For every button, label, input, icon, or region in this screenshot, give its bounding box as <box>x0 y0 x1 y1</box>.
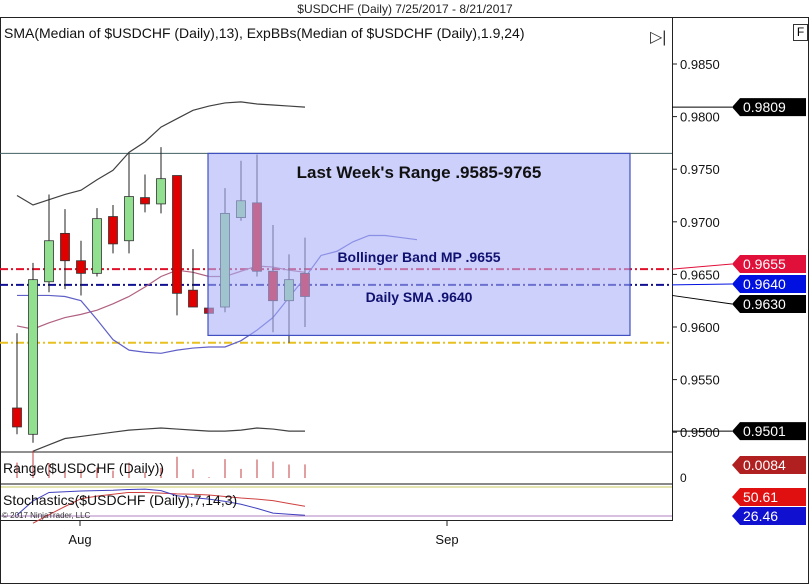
y-tick-label: 0.9500 <box>680 425 720 440</box>
copyright: © 2017 NinjaTrader, LLC <box>2 511 91 520</box>
stoch-d-tag-text: 50.61 <box>743 489 778 505</box>
x-tick-label: Aug <box>68 532 91 547</box>
outer-frame <box>0 17 809 584</box>
candle-body <box>188 289 198 308</box>
y-tick-label: 0.9700 <box>680 215 720 230</box>
candle-body <box>28 279 38 435</box>
y-tick-label: 0.9600 <box>680 320 720 335</box>
candle-body <box>124 196 134 242</box>
stoch-k-line <box>16 488 306 516</box>
price-tag <box>732 422 806 441</box>
price-tag-text: 0.9630 <box>743 296 786 312</box>
price-tag-text: 0.9501 <box>743 423 786 439</box>
y-tick-label: 0.9800 <box>680 110 720 125</box>
stoch-k-tag <box>732 507 806 525</box>
f-button[interactable]: F <box>793 24 808 41</box>
y-tick-label: 0.9850 <box>680 57 720 72</box>
price-tag-leader <box>671 263 733 270</box>
range-value-tag-text: 0.0084 <box>743 457 786 473</box>
sma-label: Daily SMA .9640 <box>365 289 473 305</box>
candle-body <box>76 260 86 274</box>
range-box <box>207 152 631 337</box>
stoch-d-tag <box>732 488 806 506</box>
x-tick-label: Sep <box>435 532 458 547</box>
candle-body <box>60 232 70 262</box>
candle-body <box>12 407 22 428</box>
stoch-k-tag-text: 26.46 <box>743 508 778 524</box>
range-label: Range($USDCHF (Daily)) <box>3 460 165 476</box>
price-tag-leader <box>671 283 733 286</box>
price-tag <box>732 295 806 313</box>
price-tag <box>732 275 806 293</box>
price-tag <box>732 98 806 117</box>
candle-body <box>156 178 166 205</box>
price-tag-text: 0.9809 <box>743 99 786 115</box>
price-tag-text: 0.9640 <box>743 276 786 292</box>
bb-mp-label: Bollinger Band MP .9655 <box>337 249 501 265</box>
candle-body <box>44 240 54 283</box>
price-tag-leader <box>671 294 733 305</box>
y-tick-label: 0.9750 <box>680 162 720 177</box>
bb-upper-line <box>16 101 306 206</box>
chart-title: $USDCHF (Daily) 7/25/2017 - 8/21/2017 <box>297 2 513 16</box>
y-tick-label: 0.9550 <box>680 373 720 388</box>
candle-body <box>172 175 182 294</box>
candle-body <box>92 218 102 274</box>
candle-body <box>108 216 118 245</box>
box-label: Last Week's Range .9585-9765 <box>296 163 542 182</box>
price-tag <box>732 255 806 273</box>
stoch-label: Stochastics($USDCHF (Daily),7,14,3) <box>3 492 238 508</box>
candle-body <box>140 197 150 205</box>
y-tick-label: 0.9650 <box>680 267 720 282</box>
range-value-tag <box>732 456 806 474</box>
indicator-label: SMA(Median of $USDCHF (Daily),13), ExpBB… <box>4 25 525 41</box>
range-zero-tick: 0 <box>680 471 687 485</box>
price-tag-text: 0.9655 <box>743 256 786 272</box>
bb-lower-line <box>32 427 305 452</box>
scroll-to-end-icon[interactable]: ▷| <box>650 29 667 46</box>
